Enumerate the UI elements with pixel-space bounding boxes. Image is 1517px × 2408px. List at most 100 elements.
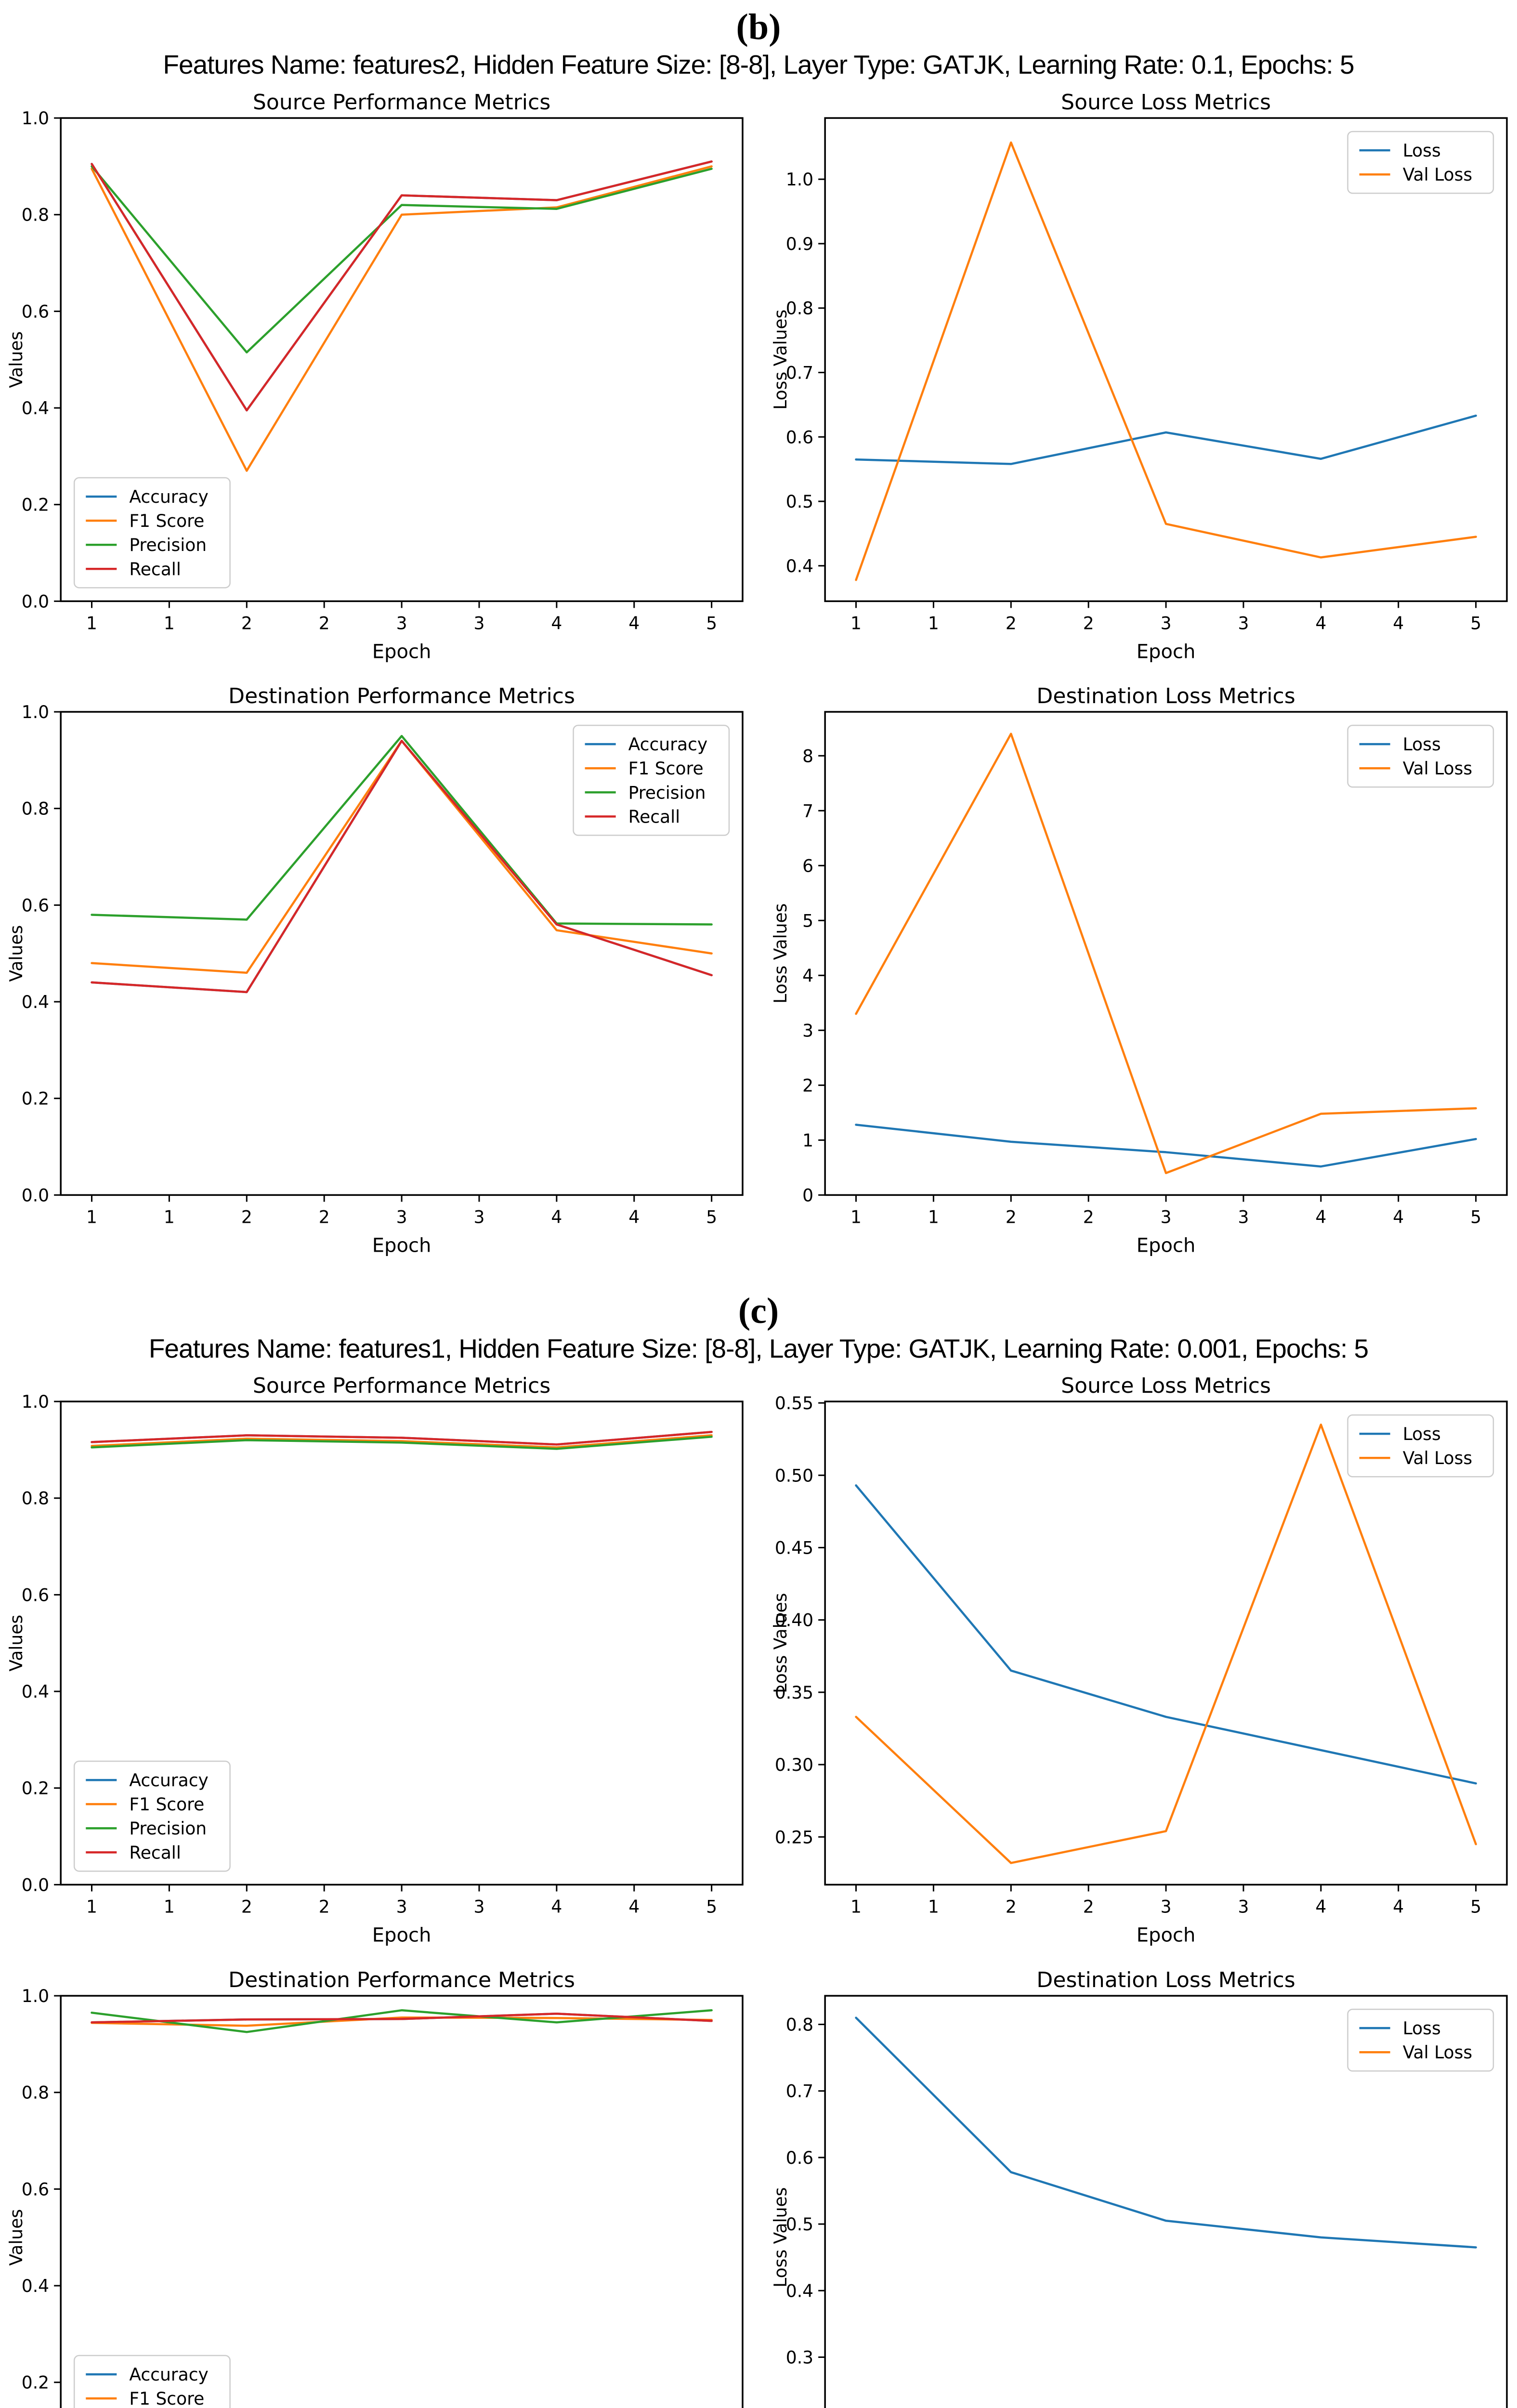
legend: Accuracy F1 Score Precision Recall	[573, 724, 730, 836]
chart-title: Source Performance Metrics	[253, 90, 550, 115]
legend-box	[573, 724, 730, 836]
y-tick-label: 0.45	[775, 1539, 813, 1558]
y-axis: 0.0 0.2 0.4 0.6 0.8 1.0	[22, 703, 61, 1206]
x-tick-label: 2	[1006, 614, 1017, 633]
section-c-charts-grid: Source Performance Metrics 0.0 0.2 0.4 0.6 0.…	[0, 1366, 1517, 2408]
y-axis-label: Values	[7, 2209, 26, 2266]
x-axis: 1 1 2 2 3 3 4 4 5	[86, 601, 717, 633]
legend-label-accuracy: Accuracy	[129, 2365, 208, 2385]
y-tick-label: 0.6	[786, 2148, 813, 2168]
y-axis: 0.0 0.2 0.4 0.6 0.8 1.0	[22, 109, 61, 612]
x-tick-label: 3	[396, 614, 407, 633]
series-line-f1-score	[91, 1434, 713, 1449]
y-axis-label: Values	[7, 1615, 26, 1672]
y-tick-label: 0.7	[786, 2082, 813, 2102]
legend-label-precision: Precision	[628, 783, 706, 803]
legend-label-val-loss: Val Loss	[1403, 2043, 1472, 2063]
y-tick-label: 2	[802, 1076, 813, 1096]
y-tick-label: 5	[802, 911, 813, 931]
legend-box	[73, 2355, 231, 2408]
legend-label-loss: Loss	[1403, 1425, 1441, 1444]
x-tick-label: 1	[850, 614, 862, 633]
legend: Loss Val Loss	[1347, 724, 1494, 788]
y-tick-label: 0.6	[22, 896, 49, 916]
chart-root-c-destination-loss: Destination Loss Metrics0.20.30.40.50.60…	[771, 1968, 1508, 2408]
x-tick-label: 1	[850, 1208, 862, 1228]
x-tick-label: 4	[551, 1208, 562, 1228]
legend-label-accuracy: Accuracy	[129, 1771, 208, 1791]
y-tick-label: 0	[802, 1186, 813, 1206]
chart-title: Source Loss Metrics	[1061, 90, 1271, 115]
y-tick-label: 0.5	[786, 2215, 813, 2235]
axes-spines	[824, 711, 1508, 1196]
x-tick-label: 2	[319, 614, 330, 633]
y-tick-label: 0.5	[786, 492, 813, 512]
y-tick-label: 0.2	[22, 1779, 49, 1799]
x-tick-label: 4	[1393, 1898, 1404, 1917]
y-tick-label: 0.50	[775, 1466, 813, 1486]
legend-label-loss: Loss	[1403, 735, 1441, 755]
x-tick-label: 1	[164, 1898, 175, 1917]
chart-root-b-source-performance: Source Performance Metrics 0.00.20.40.60.…	[7, 90, 744, 663]
legend-label-val-loss: Val Loss	[1403, 165, 1472, 185]
chart-c-source-performance: Source Performance Metrics0.00.20.40.60.…	[7, 1374, 744, 1947]
x-tick-label: 1	[928, 614, 939, 633]
legend-label-loss: Loss	[1403, 141, 1441, 161]
chart-b-destination-performance: Destination Performance Metrics 0.0 0.2 0.4…	[7, 684, 744, 1257]
y-tick-label: 0.4	[22, 1682, 49, 1702]
x-tick-label: 3	[1238, 614, 1249, 633]
legend: Accuracy F1 Score Precision Recall	[73, 477, 231, 589]
x-axis-label: Epoch	[1137, 1924, 1196, 1947]
y-axis: 0.20.30.40.50.60.70.8	[786, 2015, 825, 2368]
legend-label-recall: Recall	[129, 560, 181, 579]
x-tick-label: 3	[473, 614, 484, 633]
x-axis: 1 1 2 2 3 3 4 4 5	[86, 1885, 717, 1917]
series-line-val-loss	[855, 141, 1477, 581]
chart-root-b-destination-performance: Destination Performance Metrics 0.0 0.2 0.4…	[7, 684, 744, 1257]
y-tick-label: 0.25	[775, 1828, 813, 1848]
x-tick-label: 3	[473, 1898, 484, 1917]
legend-label-f1-score: F1 Score	[628, 759, 704, 779]
series-line-val-loss	[855, 733, 1477, 1175]
chart-c-source-loss: Source Loss Metrics0.250.300.350.400.450…	[771, 1374, 1508, 1947]
x-tick-label: 1	[86, 1208, 97, 1228]
y-tick-label: 0.7	[786, 363, 813, 383]
section-b: (b) Features Name: features2, Hidden Fea…	[7, 7, 1508, 1257]
chart-title: Source Loss Metrics	[1061, 1374, 1271, 1398]
y-axis: 0 1 2 3 4 5 6 7 8	[802, 746, 825, 1206]
legend-box	[1347, 2008, 1494, 2072]
x-tick-label: 3	[1238, 1208, 1249, 1228]
chart-root-c-source-performance: Source Performance Metrics0.00.20.40.60.…	[7, 1374, 744, 1947]
x-tick-label: 4	[1393, 1208, 1404, 1228]
chart-b-destination-loss: Destination Loss Metrics 0 1 2 3 4 5 6 7 8 1 1 2 2 3 3 4…	[771, 684, 1508, 1257]
chart-title: Destination Performance Metrics	[228, 684, 575, 708]
y-tick-label: 0.6	[786, 428, 813, 447]
axes-spines	[60, 1400, 744, 1886]
y-tick-label: 0.6	[22, 302, 49, 322]
x-tick-label: 2	[241, 1898, 252, 1917]
series-line-loss	[855, 414, 1477, 465]
legend-label-loss: Loss	[1403, 2019, 1441, 2039]
x-tick-label: 3	[396, 1898, 407, 1917]
x-tick-label: 4	[551, 614, 562, 633]
x-tick-label: 4	[628, 1898, 640, 1917]
x-tick-label: 1	[86, 1898, 97, 1917]
y-tick-label: 1.0	[22, 1392, 49, 1412]
y-tick-label: 0.4	[786, 2281, 813, 2301]
series-line-val-loss	[855, 1424, 1477, 1864]
chart-root-b-destination-loss: Destination Loss Metrics 0 1 2 3 4 5 6 7 8 1 1 2 2 3 3 4…	[771, 684, 1508, 1257]
legend: Loss Val Loss	[1347, 131, 1494, 194]
y-axis-label: Values	[7, 925, 26, 982]
x-tick-label: 2	[1083, 1208, 1094, 1228]
y-axis-label: Loss Values	[771, 2187, 791, 2287]
axes-spines	[824, 1400, 1508, 1886]
x-tick-label: 4	[628, 614, 640, 633]
x-tick-label: 2	[319, 1898, 330, 1917]
y-tick-label: 0.8	[22, 799, 49, 819]
y-tick-label: 8	[802, 746, 813, 766]
x-tick-label: 1	[164, 614, 175, 633]
y-tick-label: 0.8	[22, 2083, 49, 2103]
legend-box	[1347, 131, 1494, 194]
x-axis-label: Epoch	[372, 1924, 432, 1947]
